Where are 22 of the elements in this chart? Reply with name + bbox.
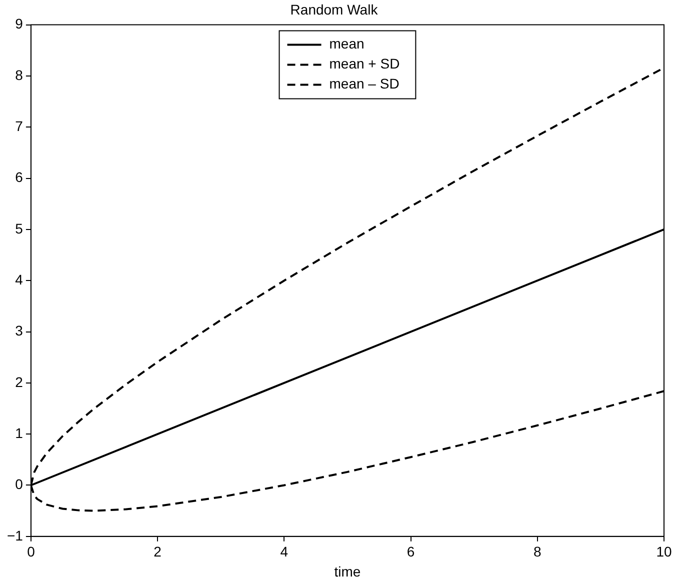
y-tick-label: 3 xyxy=(15,322,24,339)
x-tick-label: 8 xyxy=(533,544,542,560)
legend-label: mean xyxy=(329,36,364,52)
y-tick-label: −1 xyxy=(6,527,24,544)
y-tick-label: 7 xyxy=(15,118,24,134)
y-tick-label: 6 xyxy=(15,169,24,186)
legend-label: mean + SD xyxy=(329,56,400,72)
chart-title: Random Walk xyxy=(290,1,379,18)
y-tick-label: 8 xyxy=(15,66,24,83)
y-tick-label: 5 xyxy=(15,220,24,236)
x-tick-label: 2 xyxy=(154,544,162,560)
y-tick-label: 2 xyxy=(15,374,24,390)
x-tick-label: 4 xyxy=(280,544,288,560)
x-tick-label: 6 xyxy=(406,544,415,560)
x-tick-label: 10 xyxy=(656,544,672,560)
y-tick-label: 1 xyxy=(15,424,24,441)
x-tick-label: 0 xyxy=(27,544,36,560)
y-tick-label: 4 xyxy=(15,271,24,288)
y-tick-label: 0 xyxy=(15,476,24,492)
y-tick-label: 9 xyxy=(15,16,24,32)
x-axis-title: time xyxy=(334,563,361,580)
legend-label: mean – SD xyxy=(329,76,400,92)
